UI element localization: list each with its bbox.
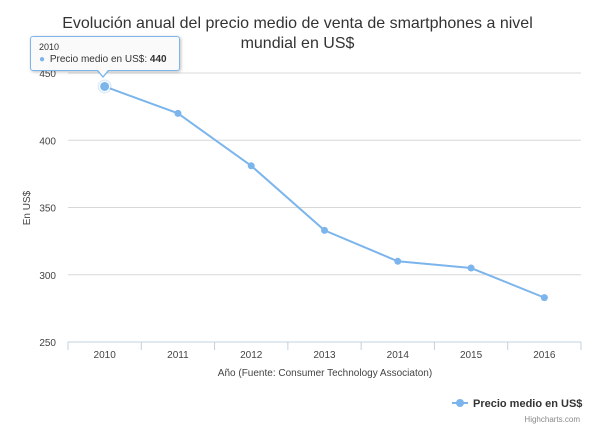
y-tick-label: 450 [39, 69, 56, 80]
legend-label: Precio medio en US$ [473, 398, 582, 410]
x-axis-tick-labels: 2010 2011 2012 2013 2014 2015 2016 [94, 350, 556, 361]
legend-item[interactable]: Precio medio en US$ [452, 398, 582, 410]
x-axis-title: Año (Fuente: Consumer Technology Associa… [218, 368, 432, 379]
tooltip-series-dot-icon: ● [39, 54, 46, 65]
y-axis-tick-labels: 250 300 350 400 450 [39, 69, 56, 349]
tooltip-pointer-inner [98, 70, 108, 76]
x-tick-label: 2014 [387, 350, 410, 361]
tooltip: 2010 ● Precio medio en US$: 440 [30, 36, 180, 71]
x-tick-label: 2016 [533, 350, 556, 361]
x-tick-label: 2011 [167, 350, 189, 361]
y-tick-label: 250 [39, 338, 56, 349]
x-tick-label: 2013 [313, 350, 336, 361]
tooltip-series-name: Precio medio en US$ [49, 54, 145, 65]
y-tick-label: 350 [39, 204, 56, 215]
y-axis-title: En US$ [22, 190, 33, 225]
data-point[interactable] [99, 80, 111, 92]
tooltip-row: ● Precio medio en US$: 440 [39, 54, 167, 65]
y-tick-label: 300 [39, 271, 56, 282]
tooltip-category: 2010 [39, 42, 60, 52]
x-tick-label: 2010 [94, 350, 117, 361]
x-tick-label: 2015 [460, 350, 483, 361]
legend-marker [456, 399, 464, 407]
data-point[interactable] [394, 257, 402, 265]
grid-lines [68, 72, 581, 276]
y-tick-label: 400 [39, 136, 56, 147]
series-group [97, 79, 548, 302]
series-line [104, 85, 545, 299]
x-axis [67, 341, 582, 350]
data-point[interactable] [321, 226, 328, 234]
x-tick-label: 2012 [240, 350, 263, 361]
data-point[interactable] [247, 162, 255, 170]
data-point[interactable] [174, 109, 182, 117]
chart-title: Evolución anual del precio medio de vent… [62, 15, 533, 52]
credits-link[interactable]: Highcharts.com [524, 415, 580, 424]
data-point[interactable] [540, 294, 548, 302]
data-point[interactable] [467, 264, 475, 272]
tooltip-value: 440 [149, 54, 167, 65]
